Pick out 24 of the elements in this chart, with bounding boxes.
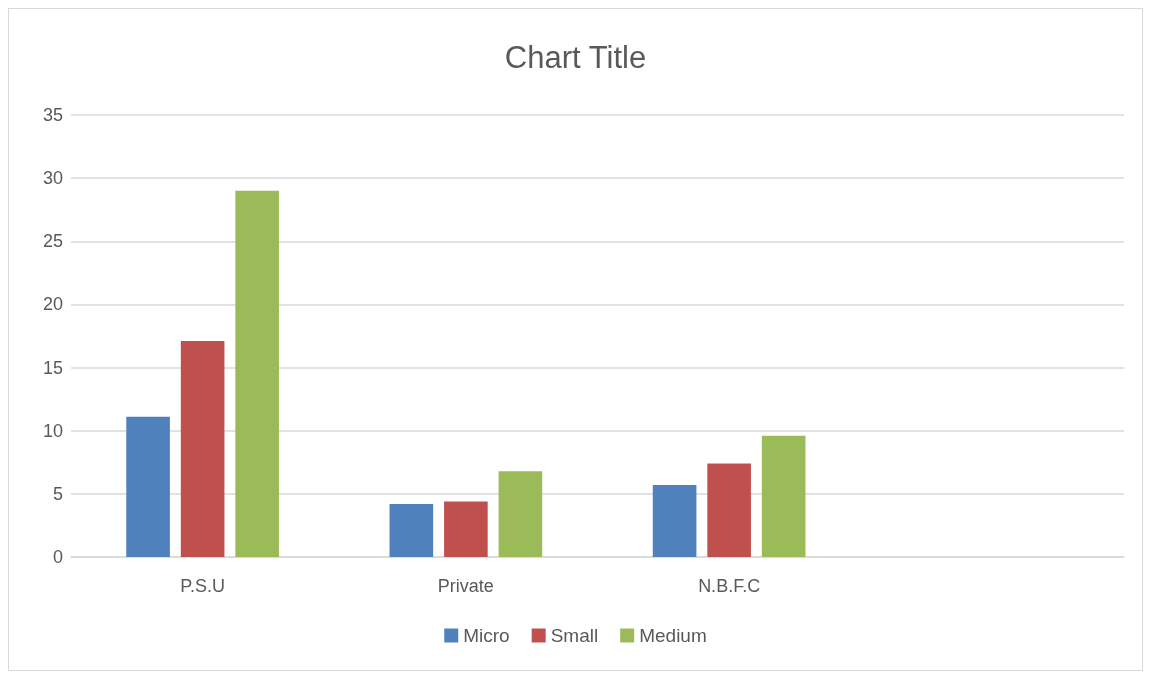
legend-label: Small xyxy=(550,625,599,646)
y-tick-label: 5 xyxy=(52,483,63,504)
y-tick-label: 20 xyxy=(42,294,63,315)
y-tick-label: 10 xyxy=(42,420,63,441)
bar xyxy=(761,435,806,557)
bar xyxy=(389,503,434,557)
y-tick-label: 15 xyxy=(42,357,63,378)
x-tick-label: P.S.U xyxy=(180,576,225,596)
y-tick-label: 35 xyxy=(42,105,63,125)
bar xyxy=(707,463,751,557)
bar xyxy=(126,416,170,557)
bar xyxy=(180,341,225,557)
bar xyxy=(235,190,279,557)
y-tick-label: 0 xyxy=(52,547,63,567)
y-tick-label: 30 xyxy=(42,168,63,189)
bar xyxy=(498,471,543,557)
bar xyxy=(652,485,697,557)
x-tick-label: N.B.F.C xyxy=(698,576,761,596)
chart-title: Chart Title xyxy=(504,40,647,75)
x-tick-label: Private xyxy=(437,576,494,596)
y-tick-label: 25 xyxy=(42,231,63,252)
bar xyxy=(444,501,488,557)
legend-label: Micro xyxy=(463,625,510,646)
legend-label: Medium xyxy=(639,625,707,646)
